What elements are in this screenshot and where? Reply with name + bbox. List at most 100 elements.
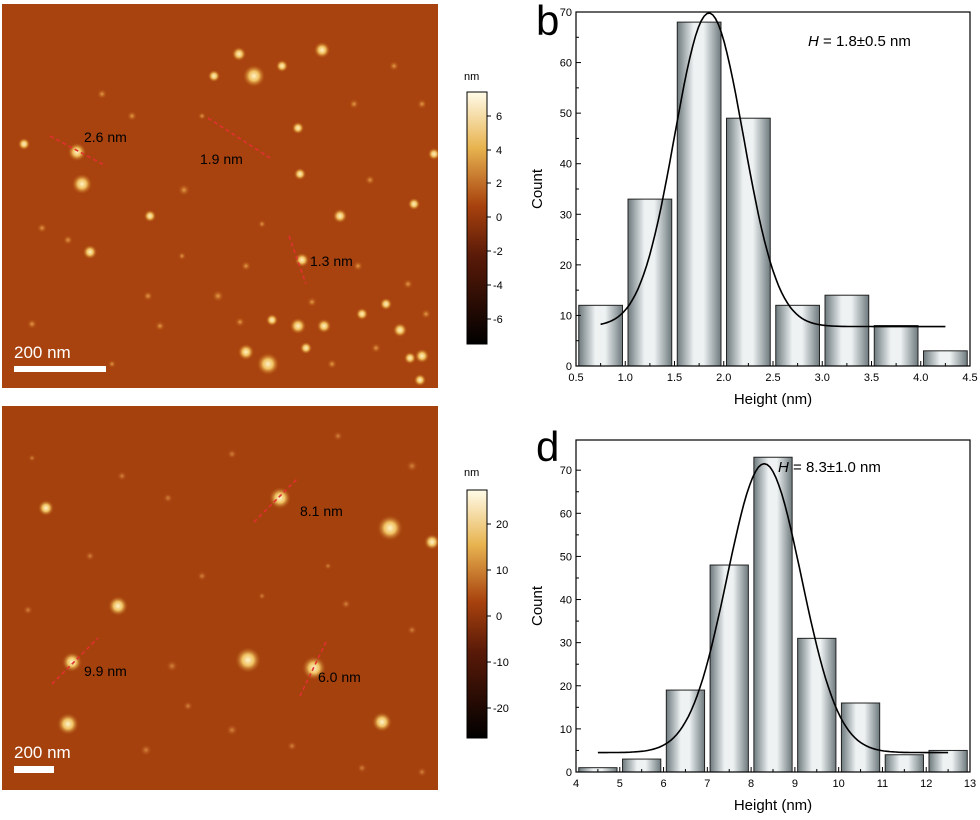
x-tick-label: 13 (964, 778, 976, 790)
y-tick-label: 30 (560, 209, 572, 221)
histogram-bar (840, 702, 881, 773)
fit-annotation: H = 1.8±0.5 nm (808, 33, 911, 50)
colorbar-c-tick: -20 (493, 703, 509, 715)
colorbar-a-tick: 4 (496, 145, 502, 157)
colorbar-c-tick: 10 (496, 565, 508, 577)
histogram-bar (873, 325, 919, 367)
x-tick-label: 9 (792, 778, 798, 790)
histogram-bar (578, 304, 623, 367)
x-tick-label: 3.0 (815, 372, 830, 384)
afm-c-annotation-3: 6.0 nm (318, 669, 361, 685)
x-tick-label: 11 (877, 778, 888, 790)
panel-label-d: d (536, 423, 560, 470)
y-tick-label: 30 (560, 638, 572, 650)
afm-a-annotation-3: 1.3 nm (310, 253, 353, 269)
colorbar-a-unit: nm (464, 71, 479, 83)
histogram-d: 4 5 6 7 8 9 10 11 12 13 0 10 20 30 40 50 60 70 Height (nm)… (529, 439, 976, 814)
y-tick-label: 20 (560, 260, 572, 272)
colorbar-a-tick: 0 (496, 212, 502, 224)
x-tick-label: 0.5 (568, 372, 583, 384)
afm-c-annotation-1: 8.1 nm (300, 503, 343, 519)
y-axis-label: Count (529, 585, 546, 626)
x-tick-label: 12 (920, 778, 932, 790)
afm-particles (18, 42, 438, 386)
x-tick-label: 4.0 (913, 372, 928, 384)
fit-annotation: H = 8.3±1.0 nm (778, 459, 881, 476)
colorbar-c: nm 20 10 0 -10 -20 (464, 467, 509, 739)
colorbar-a-tick: 6 (496, 111, 502, 123)
x-tick-label: 1.0 (618, 372, 633, 384)
y-tick-label: 40 (560, 595, 572, 607)
y-tick-label: 40 (560, 159, 572, 171)
y-tick-label: 0 (566, 767, 572, 779)
y-tick-label: 60 (560, 58, 572, 70)
scale-bar-label-c: 200 nm (14, 743, 71, 762)
x-tick-label: 4.5 (962, 372, 977, 384)
colorbar-a: nm 6 4 2 0 -2 -4 -6 (464, 71, 503, 345)
fit-annotation-symbol: H (808, 33, 819, 50)
afm-image-c: 8.1 nm 9.9 nm 6.0 nm 200 nm (2, 406, 438, 790)
afm-a-scan-lines (49, 117, 307, 285)
y-tick-label: 10 (560, 724, 572, 736)
histogram-bar (824, 294, 870, 367)
colorbar-c-tick: -10 (493, 657, 509, 669)
histogram-bar (726, 117, 771, 367)
histogram-bar (797, 637, 837, 773)
x-tick-label: 5 (617, 778, 623, 790)
scale-bar-label-a: 200 nm (14, 343, 71, 362)
histogram-b: 0.5 1.0 1.5 2.0 2.5 3.0 3.5 4.0 4.5 0 10 20 30 40 50 60… (529, 7, 978, 408)
panel-label-b: b (536, 0, 560, 44)
histogram-bar (665, 689, 706, 773)
histogram-bar (928, 749, 968, 773)
x-tick-label: 2.5 (765, 372, 780, 384)
colorbar-c-unit: nm (464, 467, 479, 479)
x-tick-label: 2.0 (716, 372, 731, 384)
x-tick-label: 8 (748, 778, 754, 790)
colorbar-c-tick: 20 (496, 519, 508, 531)
colorbar-a-tick: -4 (493, 280, 503, 292)
gaussian-fit-line (597, 462, 949, 754)
fit-annotation-symbol: H (778, 459, 789, 476)
x-tick-label: 3.5 (864, 372, 879, 384)
fit-annotation-value: = 1.8±0.5 nm (819, 33, 911, 50)
y-axis-label: Count (529, 168, 546, 209)
afm-background (2, 4, 438, 388)
x-tick-label: 10 (833, 778, 845, 790)
x-tick-label: 4 (573, 778, 579, 790)
fit-annotation-value: = 8.3±1.0 nm (789, 459, 881, 476)
colorbar-c-gradient (466, 489, 488, 739)
y-tick-label: 20 (560, 681, 572, 693)
histogram-bar (627, 198, 673, 367)
x-tick-label: 6 (660, 778, 666, 790)
scale-bar-a (14, 366, 106, 372)
afm-a-annotation-2: 1.9 nm (200, 151, 243, 167)
afm-image-a: 2.6 nm 1.9 nm 1.3 nm 200 nm (2, 4, 438, 388)
x-axis-label: Height (nm) (734, 391, 812, 408)
colorbar-a-tick: 2 (496, 178, 502, 190)
afm-particles (23, 431, 438, 777)
colorbar-a-tick: -6 (493, 314, 503, 326)
y-tick-label: 70 (560, 7, 572, 19)
x-tick-label: 1.5 (667, 372, 682, 384)
y-tick-label: 10 (560, 310, 572, 322)
histogram-bar (676, 21, 722, 367)
gaussian-fit-line (600, 12, 946, 328)
afm-a-annotation-1: 2.6 nm (84, 129, 127, 145)
scale-bar-c (14, 766, 54, 773)
afm-c-scan-lines (51, 477, 327, 697)
y-tick-label: 0 (566, 361, 572, 373)
colorbar-a-ticks: 6 4 2 0 -2 -4 -6 (487, 111, 503, 326)
colorbar-c-ticks: 20 10 0 -10 -20 (487, 519, 509, 715)
histogram-bar (709, 564, 749, 773)
y-tick-label: 70 (560, 465, 572, 477)
y-tick-label: 50 (560, 551, 572, 563)
colorbar-c-tick: 0 (496, 611, 502, 623)
y-tick-label: 50 (560, 108, 572, 120)
colorbar-a-gradient (466, 91, 488, 345)
x-axis-label: Height (nm) (734, 797, 812, 814)
afm-c-annotation-2: 9.9 nm (84, 663, 127, 679)
x-tick-label: 7 (704, 778, 710, 790)
y-tick-label: 60 (560, 508, 572, 520)
histogram-bar (753, 456, 793, 773)
colorbar-a-tick: -2 (493, 246, 503, 258)
